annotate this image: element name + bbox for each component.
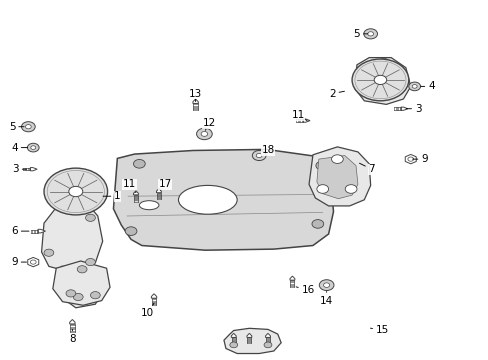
Text: 12: 12 [202,118,216,130]
Text: 14: 14 [319,292,333,306]
Polygon shape [246,333,251,337]
Text: 13: 13 [188,89,202,102]
Circle shape [264,342,271,348]
Polygon shape [400,107,407,110]
Text: 5: 5 [353,29,367,39]
Text: 11: 11 [291,110,306,121]
Text: 9: 9 [412,154,427,164]
Text: 4: 4 [11,143,27,153]
Text: 1: 1 [103,191,121,201]
Text: 16: 16 [296,285,314,295]
Text: 3: 3 [12,164,26,174]
Circle shape [85,258,95,266]
Text: 9: 9 [11,257,26,267]
Polygon shape [405,154,415,164]
Circle shape [27,143,39,152]
Polygon shape [113,149,333,250]
Circle shape [44,249,54,256]
Circle shape [30,260,36,264]
Polygon shape [224,328,281,354]
Circle shape [90,292,100,299]
Text: 10: 10 [141,303,154,318]
Text: 15: 15 [370,325,388,336]
Text: 17: 17 [158,179,172,190]
Circle shape [357,84,367,91]
Circle shape [311,220,323,228]
Text: 7: 7 [359,163,374,174]
Polygon shape [59,266,102,308]
Circle shape [31,146,36,149]
Circle shape [85,214,95,221]
Circle shape [77,266,87,273]
Circle shape [69,186,82,197]
Circle shape [66,290,76,297]
Text: 11: 11 [122,179,136,193]
Polygon shape [303,119,309,122]
Ellipse shape [178,185,237,214]
Circle shape [133,159,145,168]
Circle shape [125,227,137,235]
Circle shape [323,283,329,287]
Circle shape [367,32,373,36]
Circle shape [408,82,420,91]
Circle shape [319,280,333,291]
Circle shape [21,122,35,132]
Polygon shape [53,261,110,305]
Polygon shape [30,168,37,171]
Polygon shape [316,156,357,199]
Polygon shape [308,147,370,206]
Circle shape [315,161,327,170]
Circle shape [407,157,413,161]
Ellipse shape [139,201,159,210]
Polygon shape [231,333,236,337]
Polygon shape [354,58,410,104]
Polygon shape [69,320,75,324]
Polygon shape [289,276,294,280]
Circle shape [252,150,265,161]
Polygon shape [28,257,39,267]
Text: 2: 2 [328,89,344,99]
Circle shape [256,153,262,158]
Circle shape [196,128,212,140]
Circle shape [316,185,328,193]
Circle shape [351,59,408,101]
Circle shape [396,82,406,89]
Polygon shape [133,191,138,195]
Circle shape [44,168,107,215]
Polygon shape [265,333,270,337]
Circle shape [411,85,416,88]
Circle shape [363,29,377,39]
Text: 6: 6 [11,226,29,236]
Circle shape [373,75,386,85]
Polygon shape [156,189,161,193]
Circle shape [378,58,388,66]
Text: 4: 4 [420,81,434,91]
Polygon shape [151,294,156,298]
Text: 18: 18 [261,145,274,156]
Polygon shape [38,229,45,233]
Circle shape [73,293,83,301]
Circle shape [201,131,207,136]
Circle shape [345,185,356,193]
Polygon shape [192,99,198,103]
Polygon shape [41,198,102,274]
Circle shape [331,155,343,163]
Text: 5: 5 [9,122,24,132]
Text: 8: 8 [69,329,76,344]
Circle shape [229,342,237,348]
Circle shape [25,125,31,129]
Text: 3: 3 [406,104,421,114]
